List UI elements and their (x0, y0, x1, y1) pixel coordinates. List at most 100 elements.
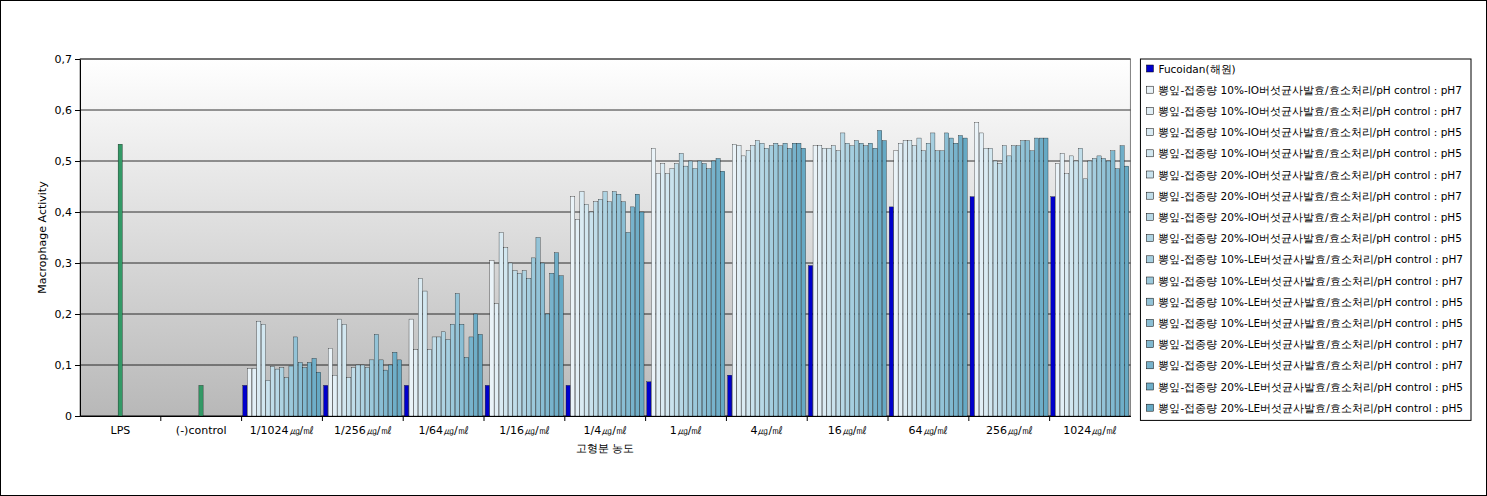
bar (889, 207, 893, 416)
legend-swatch (1146, 150, 1153, 157)
bar (954, 143, 958, 416)
legend-label: 뽕잎-접종량 10%-IO버섯균사발효/효소처리/pH control : pH… (1158, 105, 1461, 117)
bar (404, 385, 408, 416)
bar (1083, 179, 1087, 416)
bar (1039, 138, 1043, 416)
bar (427, 350, 431, 416)
chart-border (1, 1, 1487, 496)
x-tick: 1/256㎍/㎖ (334, 416, 391, 437)
bar (998, 164, 1002, 416)
bar (289, 366, 293, 416)
bar (841, 133, 845, 416)
bar (446, 340, 450, 417)
x-separator (726, 416, 727, 421)
bar (342, 324, 346, 416)
bar (494, 304, 498, 416)
bar (859, 143, 863, 416)
bar (693, 169, 697, 416)
bar (674, 164, 678, 416)
bar (1111, 151, 1115, 416)
legend-item: 뽕잎-접종량 10%-IO버섯균사발효/효소처리/pH control : pH… (1146, 126, 1461, 138)
bar (257, 321, 261, 416)
bar (527, 278, 531, 416)
bar (979, 133, 983, 416)
bar (935, 151, 939, 416)
legend-swatch (1146, 298, 1153, 305)
legend-label: 뽕잎-접종량 10%-LE버섯균사발효/효소처리/pH control : pH… (1158, 317, 1463, 329)
bar (908, 141, 912, 416)
bar (855, 141, 859, 416)
x-separator (322, 416, 323, 421)
bar (266, 380, 270, 416)
legend-swatch (1146, 383, 1153, 390)
bar (571, 197, 575, 416)
bar (261, 324, 265, 416)
legend-swatch (1146, 404, 1153, 411)
bar (783, 143, 787, 416)
bar (1097, 156, 1101, 416)
bar (737, 146, 741, 416)
legend-swatch (1146, 341, 1153, 348)
bar (836, 151, 840, 416)
chart-container: Fucoidan(해원) 뽕잎-접종량 10%-IO버섯균사발효/효소처리/pH … (0, 0, 1487, 496)
bar (1088, 161, 1092, 416)
bar (984, 148, 988, 416)
y-tick-mark (75, 416, 80, 417)
bar (621, 202, 625, 416)
bar (765, 148, 769, 416)
x-axis-line (81, 416, 1131, 417)
bar (513, 271, 517, 416)
x-tick: 1/4㎍/㎖ (584, 416, 627, 437)
bar (1106, 161, 1110, 416)
legend-item: 뽕잎-접종량 20%-LE버섯균사발효/효소처리/pH control : pH… (1146, 338, 1463, 350)
x-tick-label: 256㎍/㎖ (986, 424, 1033, 437)
y-tick-label: 0,3 (55, 257, 73, 270)
bar (751, 146, 755, 416)
x-tick: 1024㎍/㎖ (1063, 416, 1117, 437)
bar (1051, 197, 1055, 416)
bar (808, 266, 812, 416)
bar (778, 146, 782, 416)
bar (818, 146, 822, 416)
bar (545, 314, 549, 416)
chart-svg: Fucoidan(해원) 뽕잎-접종량 10%-IO버섯균사발효/효소처리/pH … (0, 0, 1487, 496)
bar (347, 378, 351, 416)
grid (80, 59, 1130, 416)
bar (243, 385, 247, 416)
y-tick: 0,5 (55, 155, 81, 168)
bar (550, 273, 554, 416)
legend-swatch (1146, 235, 1153, 242)
legend-item: 뽕잎-접종량 10%-LE버섯균사발효/효소처리/pH control : pH… (1146, 253, 1463, 265)
bar (317, 372, 321, 416)
bar (688, 161, 692, 416)
bar (665, 174, 669, 416)
bar (1074, 161, 1078, 416)
x-tick: (-)control (176, 416, 227, 437)
plot-background (80, 59, 1130, 416)
bar (612, 192, 616, 416)
y-tick: 0,2 (55, 308, 81, 321)
x-tick: 1㎍/㎖ (670, 416, 703, 437)
grid-line (80, 161, 1130, 162)
bar (307, 362, 311, 416)
y-tick-mark (75, 110, 80, 111)
x-separator (241, 416, 242, 421)
legend-label: 뽕잎-접종량 20%-LE버섯균사발효/효소처리/pH control : pH… (1158, 402, 1463, 414)
bar (698, 161, 702, 416)
bar (294, 337, 298, 416)
bar (617, 194, 621, 416)
legend-item: Fucoidan(해원) (1146, 63, 1235, 75)
bar (361, 365, 365, 416)
bar (252, 369, 256, 416)
bar (199, 385, 203, 416)
x-tick: 4㎍/㎖ (750, 416, 783, 437)
bar (797, 143, 801, 416)
bar (598, 199, 602, 416)
bars (118, 123, 1129, 416)
legend-label: 뽕잎-접종량 20%-IO버섯균사발효/효소처리/pH control : pH… (1158, 190, 1461, 202)
bar (949, 138, 953, 416)
legend-swatch (1146, 107, 1153, 114)
bar (958, 136, 962, 417)
bar (451, 324, 455, 416)
legend-swatch (1146, 171, 1153, 178)
